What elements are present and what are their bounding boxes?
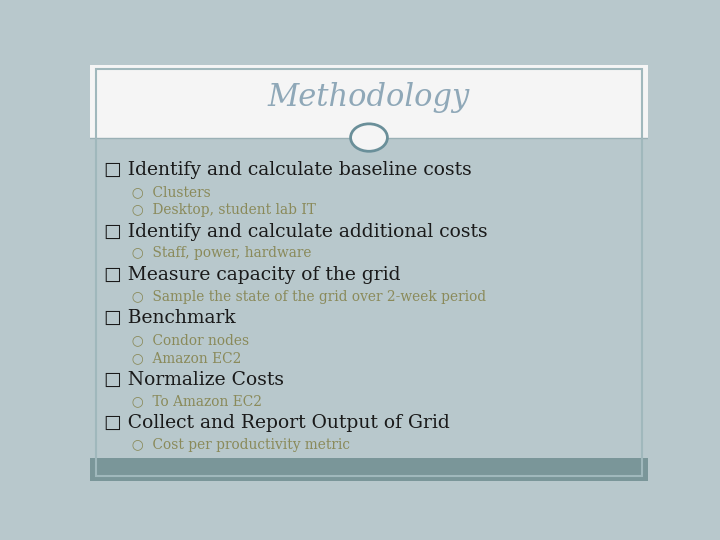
- Text: ○  To Amazon EC2: ○ To Amazon EC2: [124, 394, 263, 408]
- Text: Methodology: Methodology: [268, 82, 470, 113]
- Text: ○  Clusters: ○ Clusters: [124, 185, 211, 199]
- Text: ○  Cost per productivity metric: ○ Cost per productivity metric: [124, 437, 351, 451]
- Text: ○  Staff, power, hardware: ○ Staff, power, hardware: [124, 246, 312, 260]
- Circle shape: [351, 124, 387, 151]
- FancyBboxPatch shape: [90, 65, 648, 138]
- Text: □ Collect and Report Output of Grid: □ Collect and Report Output of Grid: [104, 414, 450, 432]
- Text: □ Measure capacity of the grid: □ Measure capacity of the grid: [104, 266, 400, 284]
- Text: □ Identify and calculate additional costs: □ Identify and calculate additional cost…: [104, 222, 487, 240]
- Text: ○  Sample the state of the grid over 2-week period: ○ Sample the state of the grid over 2-we…: [124, 289, 487, 303]
- Text: □ Benchmark: □ Benchmark: [104, 309, 235, 327]
- Text: ○  Condor nodes: ○ Condor nodes: [124, 333, 250, 347]
- Text: □ Normalize Costs: □ Normalize Costs: [104, 370, 284, 389]
- Text: ○  Desktop, student lab IT: ○ Desktop, student lab IT: [124, 203, 316, 217]
- Text: ○  Amazon EC2: ○ Amazon EC2: [124, 351, 242, 365]
- FancyBboxPatch shape: [90, 458, 648, 481]
- Text: □ Identify and calculate baseline costs: □ Identify and calculate baseline costs: [104, 161, 472, 179]
